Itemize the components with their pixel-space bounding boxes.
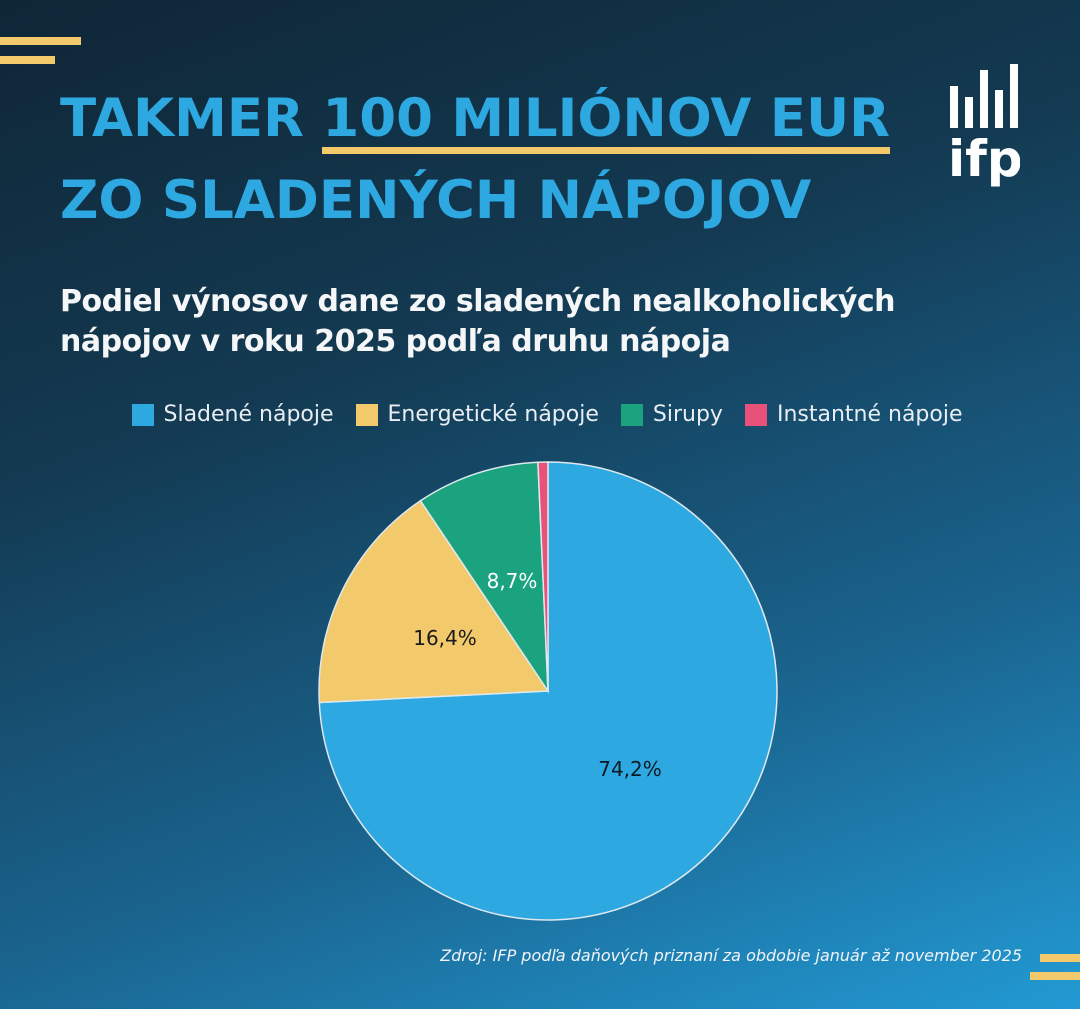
title-part1: TAKMER: [60, 88, 323, 149]
page-title: TAKMER 100 MILIÓNOV EUR ZO SLADENÝCH NÁP…: [60, 78, 890, 242]
legend-item-sladene[interactable]: Sladené nápoje: [131, 402, 334, 427]
subtitle-line1: Podiel výnosov dane zo sladených nealkoh…: [60, 284, 896, 319]
chart-legend: Sladené nápoje Energetické nápoje Sirupy…: [0, 402, 1080, 427]
legend-swatch-icon: [620, 403, 643, 426]
title-line2: ZO SLADENÝCH NÁPOJOV: [60, 170, 812, 231]
legend-label: Sirupy: [652, 402, 723, 427]
source-note: Zdroj: IFP podľa daňových priznaní za ob…: [440, 946, 1022, 965]
ifp-logo-icon: ifp: [948, 64, 1020, 188]
decor-bar-top-2: [0, 56, 55, 64]
legend-swatch-icon: [744, 403, 767, 426]
title-highlight: 100 MILIÓNOV EUR: [322, 78, 890, 160]
legend-item-instantne[interactable]: Instantné nápoje: [744, 402, 963, 427]
slice-instantne[interactable]: [537, 461, 549, 692]
legend-item-energeticke[interactable]: Energetické nápoje: [355, 402, 599, 427]
legend-label: Sladené nápoje: [163, 402, 334, 427]
slice-label-sirupy: 8,7%: [487, 569, 538, 593]
slice-label-energeticke: 16,4%: [413, 626, 477, 650]
slice-sirupy[interactable]: [419, 461, 549, 694]
subtitle-line2: nápojov v roku 2025 podľa druhu nápoja: [60, 324, 731, 359]
decor-bar-bottom-1: [1040, 954, 1080, 962]
legend-label: Instantné nápoje: [776, 402, 963, 427]
slice-label-sladene: 74,2%: [598, 757, 662, 781]
logo-text: ifp: [948, 130, 1020, 188]
legend-label: Energetické nápoje: [387, 402, 599, 427]
decor-bar-bottom-2: [1030, 972, 1080, 980]
legend-swatch-icon: [355, 403, 378, 426]
legend-item-sirupy[interactable]: Sirupy: [620, 402, 723, 427]
chart-subtitle: Podiel výnosov dane zo sladených nealkoh…: [60, 282, 896, 362]
decor-bar-top-1: [0, 37, 81, 45]
slice-energeticke[interactable]: [318, 499, 550, 704]
legend-swatch-icon: [131, 403, 154, 426]
